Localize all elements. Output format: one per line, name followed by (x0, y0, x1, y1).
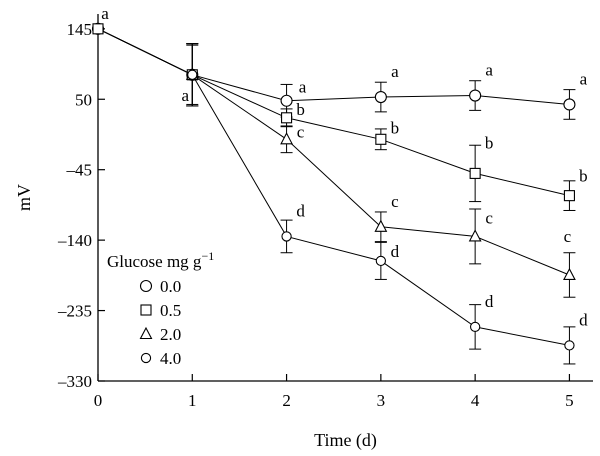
significance-letter: a (299, 78, 307, 97)
series-0.0 (91, 22, 576, 120)
legend-label: 0.5 (160, 301, 181, 320)
data-point (280, 132, 293, 145)
data-point (468, 229, 482, 242)
series-line (97, 28, 570, 276)
significance-letter: a (580, 69, 588, 88)
data-point (564, 340, 575, 351)
significance-letter: b (391, 118, 400, 137)
data-point (375, 133, 387, 145)
significance-letter: c (297, 122, 305, 141)
significance-letter: a (391, 62, 399, 81)
significance-letter: b (296, 100, 305, 119)
data-point (92, 23, 104, 35)
significance-letter: d (296, 201, 305, 220)
significance-letter: a (182, 86, 190, 105)
legend-title: Glucose mg g−1 (107, 249, 214, 271)
legend-label: 0.0 (160, 277, 181, 296)
significance-letter: d (485, 292, 494, 311)
legend-title-main: Glucose mg g (107, 252, 202, 271)
data-point (374, 90, 387, 104)
series-0.5 (97, 28, 576, 211)
legend-marker (139, 279, 153, 293)
series-line (97, 28, 570, 197)
data-point (281, 112, 293, 124)
data-point (281, 231, 292, 242)
y-tick-label: –45 (66, 161, 93, 180)
significance-letter: b (579, 167, 588, 186)
x-tick-label: 5 (565, 391, 574, 410)
data-point (469, 89, 482, 102)
legend-title-sup: −1 (201, 249, 214, 263)
significance-letter: d (391, 242, 400, 261)
series-layer (91, 22, 576, 365)
x-tick-label: 2 (282, 391, 291, 410)
legend-marker (140, 352, 152, 364)
y-tick-label: –140 (57, 231, 92, 250)
significance-letter: b (485, 133, 494, 152)
y-axis-title: mV (14, 184, 34, 211)
y-tick-label: 145 (67, 20, 93, 39)
data-point (280, 94, 293, 107)
series-line (97, 28, 570, 346)
data-point (563, 190, 575, 202)
significance-letter: c (564, 227, 572, 246)
x-axis-title: Time (d) (314, 430, 377, 451)
data-point (187, 69, 198, 80)
series-line (97, 28, 570, 105)
significance-letter: c (485, 208, 493, 227)
y-tick-label: 50 (75, 90, 92, 109)
axes (97, 14, 593, 382)
legend-marker (139, 326, 153, 340)
y-tick-label: –330 (57, 372, 92, 391)
x-tick-label: 1 (188, 391, 197, 410)
data-point (563, 98, 576, 111)
legend: Glucose mg g−1 0.0 0.5 2.0 4.0 (107, 249, 214, 368)
x-tick-label: 4 (471, 391, 480, 410)
significance-letter: d (579, 310, 588, 329)
legend-marker (140, 304, 152, 316)
y-tick-label: –235 (57, 302, 92, 321)
data-point (563, 267, 576, 281)
series-4.0 (97, 28, 576, 365)
x-tick-label: 0 (94, 391, 103, 410)
significance-letter: c (391, 192, 399, 211)
legend-label: 4.0 (160, 349, 181, 368)
data-point (374, 219, 388, 232)
x-tick-label: 3 (377, 391, 386, 410)
data-point (375, 255, 387, 267)
significance-letter: a (101, 4, 109, 23)
significance-letter: a (485, 61, 493, 80)
legend-label: 2.0 (160, 325, 181, 344)
data-point (469, 167, 481, 179)
data-point (469, 321, 481, 333)
